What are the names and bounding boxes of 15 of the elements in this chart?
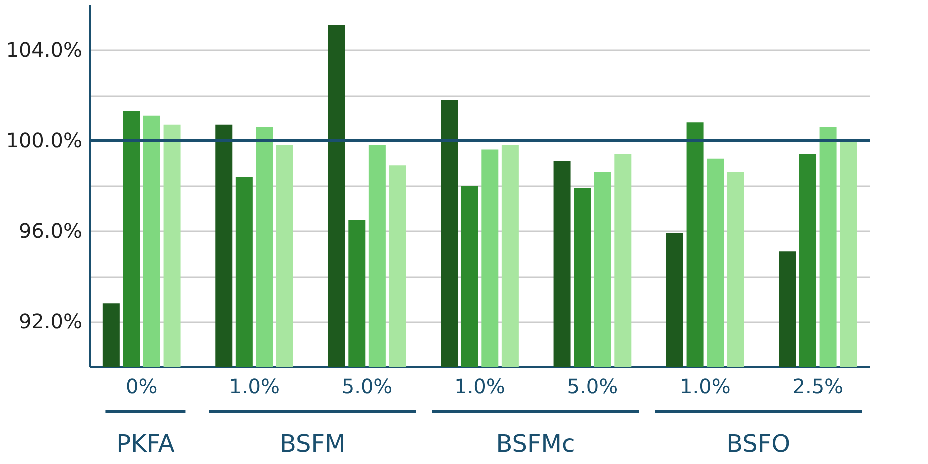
text: PKFA bbox=[116, 430, 176, 458]
x-tick-label: 2.5% bbox=[792, 374, 844, 398]
y-tick-label: 104.0% bbox=[6, 38, 82, 62]
x-tick-label: 1.0% bbox=[454, 374, 506, 398]
y-tick-label: 96.0% bbox=[18, 218, 82, 243]
x-tick-label: 5.0% bbox=[567, 374, 618, 398]
x-tick-label: 5.0% bbox=[342, 374, 393, 398]
text: BSFO bbox=[726, 430, 791, 458]
x-tick-label: 1.0% bbox=[229, 374, 280, 398]
text: BSFM bbox=[280, 430, 346, 458]
text: BSFMc bbox=[496, 430, 576, 458]
x-tick-label: 1.0% bbox=[680, 374, 731, 398]
x-tick-label: 0% bbox=[126, 374, 158, 398]
y-tick-label: 92.0% bbox=[18, 309, 82, 334]
y-tick-label: 100.0% bbox=[6, 128, 82, 152]
